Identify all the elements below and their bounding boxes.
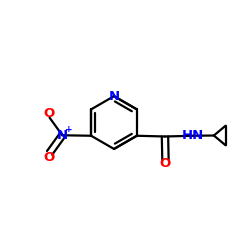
Text: HN: HN [182, 129, 204, 142]
Text: O: O [44, 107, 55, 120]
Text: +: + [64, 126, 72, 134]
Text: N: N [108, 90, 120, 103]
Text: O: O [160, 157, 171, 170]
Text: N: N [57, 129, 68, 142]
Text: O: O [44, 151, 55, 164]
